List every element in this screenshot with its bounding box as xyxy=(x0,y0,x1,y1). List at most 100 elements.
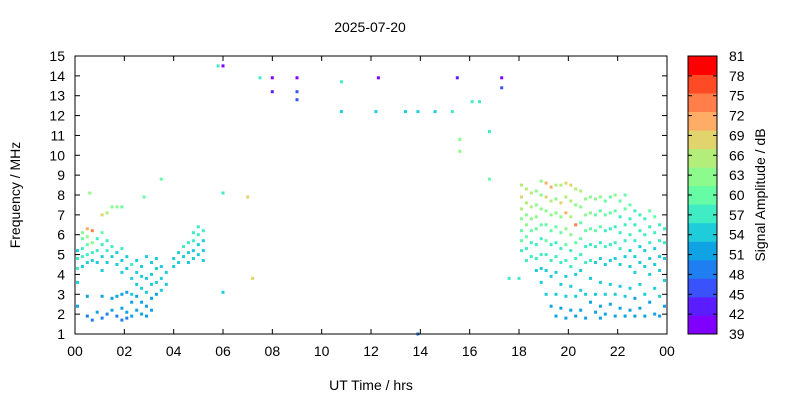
data-point xyxy=(374,110,378,114)
data-point xyxy=(579,237,583,241)
data-point xyxy=(559,261,563,264)
data-point xyxy=(140,312,144,316)
data-point xyxy=(159,276,163,280)
data-point xyxy=(554,197,558,201)
x-tick-label: 00 xyxy=(67,343,83,359)
colorbar-segment xyxy=(688,222,717,242)
data-point xyxy=(658,269,662,272)
colorbar-tick-label: 78 xyxy=(729,68,745,84)
data-point xyxy=(95,261,99,264)
data-point xyxy=(295,76,299,80)
data-point xyxy=(164,282,168,286)
data-point xyxy=(633,209,637,213)
data-point xyxy=(221,290,225,294)
data-point xyxy=(653,312,657,316)
data-point xyxy=(603,199,607,203)
data-point xyxy=(520,239,523,243)
data-point xyxy=(140,286,144,290)
data-point xyxy=(534,243,538,247)
y-tick-label: 10 xyxy=(49,147,65,163)
data-point xyxy=(539,253,543,257)
data-point xyxy=(608,259,612,262)
data-point xyxy=(76,249,79,253)
data-point xyxy=(554,255,558,259)
data-point xyxy=(150,272,153,276)
data-point xyxy=(539,280,543,284)
data-point xyxy=(529,229,533,233)
data-point xyxy=(115,251,119,255)
data-point xyxy=(628,308,632,312)
data-point xyxy=(433,110,437,114)
data-point xyxy=(85,294,89,298)
data-point xyxy=(544,209,548,213)
data-point xyxy=(404,110,407,114)
data-point xyxy=(172,265,176,268)
data-point xyxy=(594,229,597,233)
data-point xyxy=(554,225,558,229)
data-point xyxy=(608,227,612,231)
colorbar-segment xyxy=(688,185,717,205)
data-point xyxy=(458,149,462,153)
data-point xyxy=(85,243,89,247)
data-point xyxy=(549,304,553,308)
data-point xyxy=(574,272,578,276)
data-point xyxy=(554,211,558,215)
data-point xyxy=(633,223,637,227)
data-point xyxy=(520,207,523,211)
data-point xyxy=(653,263,657,266)
data-point xyxy=(524,213,528,217)
data-point xyxy=(608,243,612,247)
data-point xyxy=(598,195,602,199)
data-point xyxy=(663,241,666,245)
data-point xyxy=(564,274,568,278)
colorbar-segment xyxy=(688,148,717,168)
data-point xyxy=(564,259,568,262)
data-point xyxy=(135,308,139,312)
data-point xyxy=(554,314,558,318)
y-tick-label: 11 xyxy=(50,127,65,143)
data-point xyxy=(105,312,109,316)
data-point xyxy=(520,195,523,199)
data-point xyxy=(618,306,622,310)
data-point xyxy=(524,235,528,239)
data-point xyxy=(154,267,158,270)
data-point xyxy=(638,282,642,286)
data-point xyxy=(115,263,119,266)
data-point xyxy=(270,90,274,94)
data-point xyxy=(618,263,622,266)
data-point xyxy=(216,64,220,68)
data-point xyxy=(520,229,523,233)
data-point xyxy=(201,229,205,233)
data-point xyxy=(182,255,185,259)
data-point xyxy=(569,249,573,253)
data-point xyxy=(520,183,523,187)
colorbar-tick-label: 60 xyxy=(729,187,745,203)
data-point xyxy=(145,255,148,259)
data-point xyxy=(613,225,617,229)
data-point xyxy=(633,296,637,300)
data-point xyxy=(564,294,568,298)
data-point xyxy=(618,284,622,288)
data-point xyxy=(150,308,153,312)
data-point xyxy=(524,259,528,262)
data-point xyxy=(559,306,563,310)
data-point xyxy=(648,257,652,260)
data-point xyxy=(554,183,558,187)
data-point xyxy=(120,292,124,296)
data-point xyxy=(663,304,666,308)
data-point xyxy=(579,288,583,292)
data-point xyxy=(100,255,104,259)
data-point xyxy=(500,86,504,90)
y-tick-label: 4 xyxy=(57,266,65,282)
data-point xyxy=(450,110,454,114)
data-point xyxy=(618,247,622,251)
data-point xyxy=(648,209,652,213)
data-point xyxy=(633,239,637,243)
data-point xyxy=(579,308,583,312)
data-point xyxy=(524,187,528,191)
data-point xyxy=(100,231,104,235)
data-point xyxy=(598,225,602,229)
x-tick-label: 20 xyxy=(561,343,577,359)
data-point xyxy=(251,276,255,280)
data-point xyxy=(603,312,607,316)
